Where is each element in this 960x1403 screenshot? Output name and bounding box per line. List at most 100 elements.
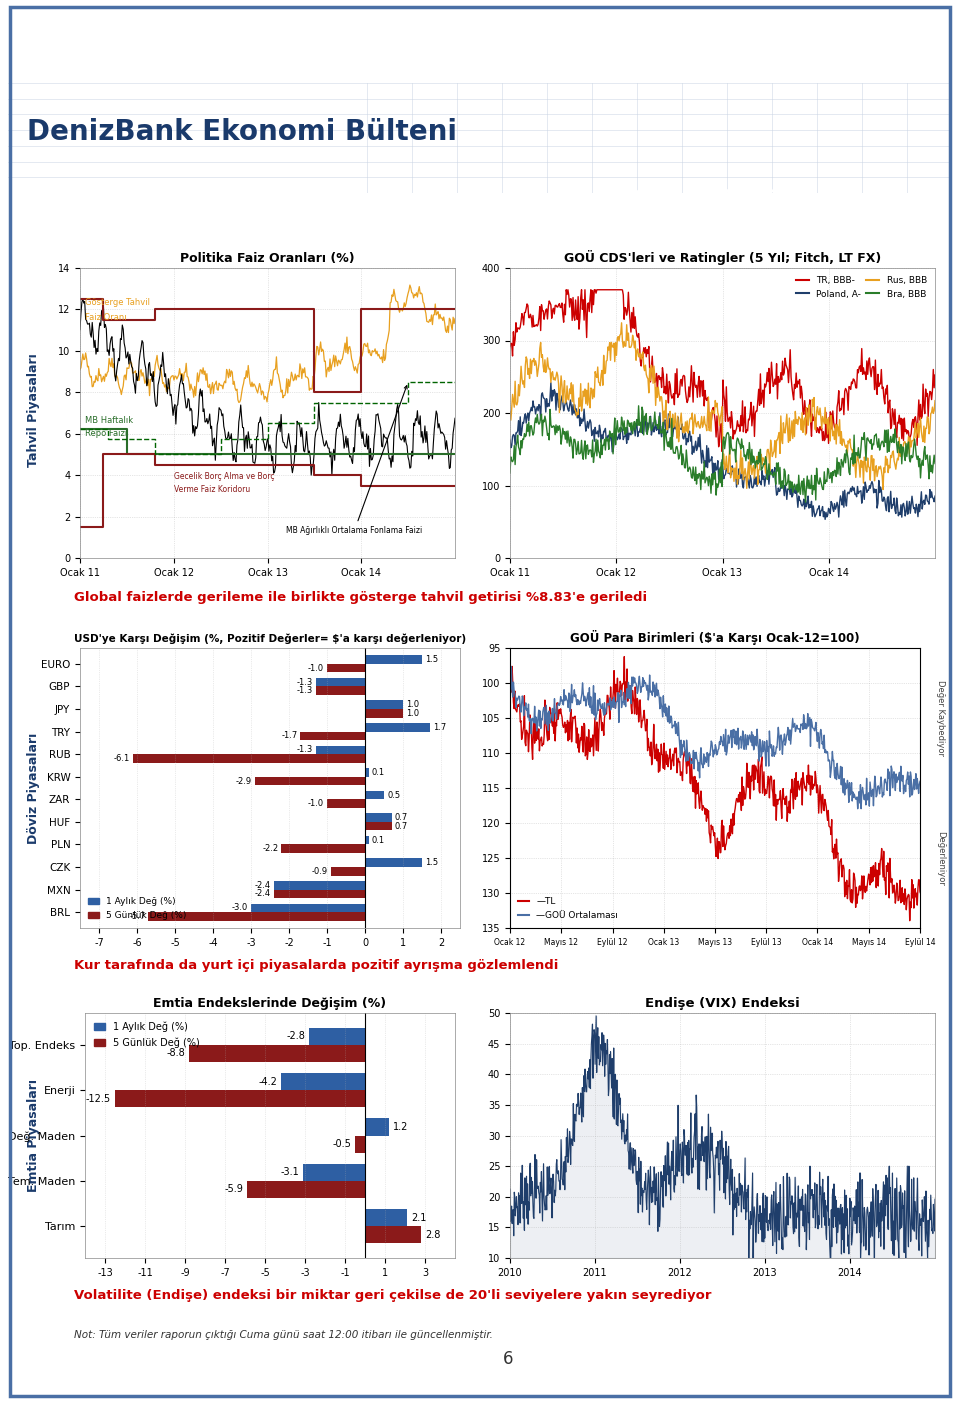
Text: -1.0: -1.0 [308,664,324,672]
Bar [365,767,369,777]
Bar [365,822,392,831]
Text: 1.7: 1.7 [433,723,445,732]
TL [610,700,621,717]
Text: 0.1: 0.1 [372,836,385,845]
Bar [365,1226,421,1243]
Bar [365,1209,407,1226]
Text: Finansal Göstergeler: Finansal Göstergeler [567,184,845,208]
Bar [316,678,365,686]
Text: 0.7: 0.7 [395,814,408,822]
Text: Gecelik Borç Alma ve Borç: Gecelik Borç Alma ve Borç [174,473,275,481]
Text: -2.4: -2.4 [254,881,271,890]
Bar [331,867,365,875]
Text: -5.9: -5.9 [224,1184,243,1194]
Bar [189,1045,365,1062]
Bar [365,723,429,731]
Bar [365,836,369,845]
Text: Değerleniyor: Değerleniyor [936,831,946,885]
Bar [365,1118,389,1135]
Bar [149,912,365,920]
Text: -3.0: -3.0 [231,904,248,912]
Text: -2.4: -2.4 [254,890,271,898]
Text: 1.5: 1.5 [425,655,438,664]
Text: -1.3: -1.3 [297,686,313,694]
Text: MB Haftalık: MB Haftalık [84,417,132,425]
Text: Faiz Oranı: Faiz Oranı [84,313,127,321]
Text: 2.1: 2.1 [411,1212,426,1222]
Text: MB Ağırlıklı Ortalama Fonlama Faizi: MB Ağırlıklı Ortalama Fonlama Faizi [286,386,422,535]
Text: 20 Ekim 2014: 20 Ekim 2014 [776,38,924,56]
Bar [365,791,384,800]
Bar [365,859,422,867]
GOÜ Ortalaması [779,725,790,742]
Text: 2.8: 2.8 [425,1230,441,1240]
Bar [281,1073,365,1090]
Text: -4.2: -4.2 [258,1076,277,1086]
Title: Politika Faiz Oranları (%): Politika Faiz Oranları (%) [180,253,355,265]
Text: -12.5: -12.5 [85,1094,111,1104]
GOÜ Ortalaması [690,744,702,760]
Bar [254,777,365,786]
Legend: TR, BBB-, Poland, A-, Rus, BBB, Bra, BBB: TR, BBB-, Poland, A-, Rus, BBB, Bra, BBB [792,272,930,302]
Text: 1.0: 1.0 [406,709,420,718]
Text: Tahvil Piyasaları: Tahvil Piyasaları [28,354,40,467]
Line: TL: TL [510,657,920,920]
Text: Not: Tüm veriler raporun çıktığı Cuma günü saat 12:00 itibarı ile güncellenmişti: Not: Tüm veriler raporun çıktığı Cuma gü… [74,1330,492,1340]
TL [577,737,588,753]
Text: -1.7: -1.7 [281,731,298,741]
Text: 1.2: 1.2 [393,1122,408,1132]
TL [914,884,925,901]
Bar [303,1163,365,1181]
Text: 0.1: 0.1 [372,767,385,777]
Bar [251,904,365,912]
Text: -8.8: -8.8 [166,1048,185,1058]
Text: -1.3: -1.3 [297,678,313,686]
GOÜ Ortalaması [504,692,516,709]
Title: Emtia Endekslerinde Değişim (%): Emtia Endekslerinde Değişim (%) [154,998,387,1010]
Legend: 1 Aylık Değ (%), 5 Günlük Değ (%): 1 Aylık Değ (%), 5 Günlük Değ (%) [90,1017,204,1051]
Bar [274,890,365,898]
Text: 1.5: 1.5 [425,859,438,867]
GOÜ Ortalaması [747,738,758,755]
Bar [327,664,365,672]
Text: -0.9: -0.9 [312,867,327,875]
GOÜ Ortalaması [814,739,826,756]
GOÜ Ortalaması [578,685,589,702]
Text: -3.1: -3.1 [280,1167,299,1177]
Title: USD'ye Karşı Değişim (%, Pozitif Değerler= $'a karşı değerleniyor): USD'ye Karşı Değişim (%, Pozitif Değerle… [74,634,466,644]
Text: 6: 6 [503,1350,514,1368]
Text: -2.8: -2.8 [286,1031,305,1041]
Bar [133,755,365,763]
Text: -1.3: -1.3 [297,745,313,755]
Text: -5.7: -5.7 [129,912,145,920]
Text: -0.5: -0.5 [332,1139,351,1149]
TL [779,790,790,807]
Text: -2.9: -2.9 [235,776,252,786]
Text: 0.5: 0.5 [387,790,400,800]
Text: Verme Faiz Koridoru: Verme Faiz Koridoru [174,484,250,494]
Text: Volatilite (Endişe) endeksi bir miktar geri çekilse de 20'li seviyelere yakın se: Volatilite (Endişe) endeksi bir miktar g… [74,1289,711,1302]
TL [747,758,758,774]
GOÜ Ortalaması [611,694,622,711]
Bar [365,709,403,717]
Bar [281,845,365,853]
Title: GOÜ CDS'leri ve Ratingler (5 Yıl; Fitch, LT FX): GOÜ CDS'leri ve Ratingler (5 Yıl; Fitch,… [564,251,881,265]
TL [618,648,630,665]
Text: Değer Kaybediyor: Değer Kaybediyor [936,680,946,756]
Text: Emtia Piyasaları: Emtia Piyasaları [28,1079,40,1193]
Text: 0.7: 0.7 [395,822,408,831]
Bar [365,655,422,664]
Line: GOÜ Ortalaması: GOÜ Ortalaması [510,666,920,808]
Text: Gösterge Tahvil: Gösterge Tahvil [84,299,150,307]
Bar [355,1135,365,1153]
Title: Endişe (VIX) Endeksi: Endişe (VIX) Endeksi [645,998,800,1010]
TL [904,912,916,929]
Text: 1.0: 1.0 [406,700,420,709]
Bar [316,745,365,755]
Legend: 1 Aylık Değ (%), 5 Günlük Değ (%): 1 Aylık Değ (%), 5 Günlük Değ (%) [84,894,190,923]
Bar [365,814,392,822]
Text: DenizBank Ekonomi Bülteni: DenizBank Ekonomi Bülteni [27,118,457,146]
Bar [327,800,365,808]
Bar [316,686,365,694]
Text: -1.0: -1.0 [308,800,324,808]
